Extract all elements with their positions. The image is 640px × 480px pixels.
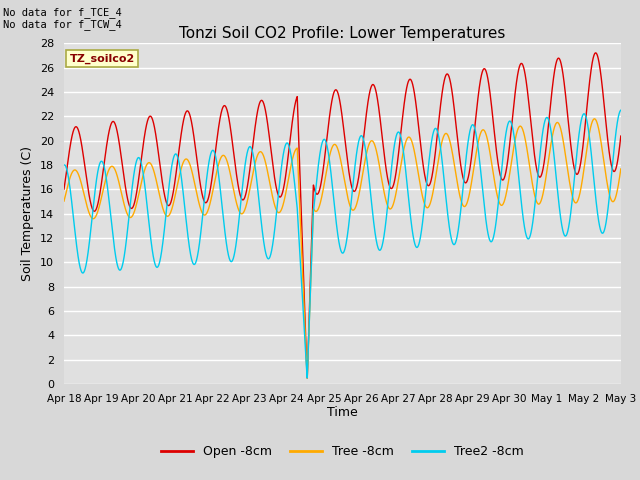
Text: No data for f_TCE_4: No data for f_TCE_4 — [3, 7, 122, 18]
Y-axis label: Soil Temperatures (C): Soil Temperatures (C) — [22, 146, 35, 281]
Text: TZ_soilco2: TZ_soilco2 — [70, 53, 135, 64]
Legend: Open -8cm, Tree -8cm, Tree2 -8cm: Open -8cm, Tree -8cm, Tree2 -8cm — [156, 440, 529, 463]
Title: Tonzi Soil CO2 Profile: Lower Temperatures: Tonzi Soil CO2 Profile: Lower Temperatur… — [179, 25, 506, 41]
Text: No data for f_TCW_4: No data for f_TCW_4 — [3, 19, 122, 30]
X-axis label: Time: Time — [327, 407, 358, 420]
